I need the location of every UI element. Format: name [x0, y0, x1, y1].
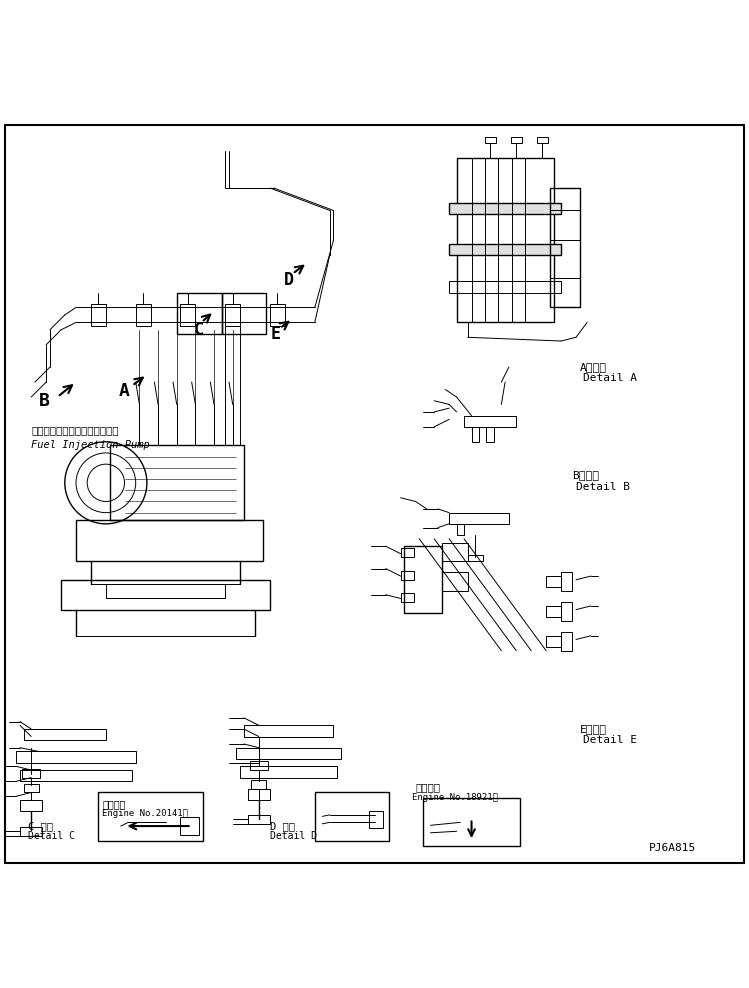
Text: C: C	[194, 321, 204, 339]
Bar	[546, 636, 561, 647]
Bar	[181, 303, 195, 326]
Bar	[109, 446, 244, 520]
Bar	[485, 137, 496, 143]
Bar	[98, 792, 203, 841]
Bar	[561, 632, 572, 651]
Bar	[225, 303, 240, 326]
Bar	[250, 761, 268, 770]
Text: フェルインジェクションポンプ: フェルインジェクションポンプ	[31, 426, 119, 436]
Bar	[449, 203, 561, 214]
Text: D 詳細: D 詳細	[270, 821, 295, 831]
Bar	[248, 788, 270, 800]
Bar	[511, 137, 522, 143]
Text: Detail D: Detail D	[270, 831, 317, 841]
Bar	[369, 811, 383, 828]
Bar	[401, 593, 414, 603]
Bar	[240, 767, 337, 778]
Bar	[449, 282, 561, 292]
Text: A　詳細: A 詳細	[580, 363, 607, 372]
Bar	[252, 780, 267, 788]
Bar	[91, 303, 106, 326]
Text: Detail A: Detail A	[583, 373, 637, 383]
Bar	[457, 158, 554, 322]
Bar	[244, 725, 333, 736]
Bar	[561, 572, 572, 591]
Bar	[401, 571, 414, 580]
Bar	[472, 427, 479, 442]
Bar	[61, 580, 270, 610]
Bar	[20, 800, 43, 811]
Text: B: B	[39, 391, 50, 410]
Text: Engine No.18921～: Engine No.18921～	[412, 793, 498, 802]
Text: Engine No.20141～: Engine No.20141～	[102, 809, 188, 818]
Bar	[546, 576, 561, 587]
Bar	[222, 292, 267, 334]
Text: D: D	[284, 271, 294, 288]
Bar	[423, 797, 520, 846]
Bar	[237, 748, 341, 759]
Bar	[20, 770, 132, 782]
Text: C 詳細: C 詳細	[28, 821, 52, 831]
Bar	[442, 572, 468, 591]
Text: 適用号機: 適用号機	[416, 782, 440, 792]
Bar	[442, 542, 468, 561]
Bar	[561, 603, 572, 620]
Text: Detail E: Detail E	[583, 735, 637, 745]
Bar	[449, 244, 561, 255]
Text: A: A	[119, 382, 130, 400]
Bar	[181, 817, 199, 835]
Bar	[546, 606, 561, 618]
Bar	[24, 783, 39, 792]
Bar	[136, 303, 151, 326]
Bar	[401, 548, 414, 557]
Bar	[177, 292, 222, 334]
Bar	[457, 524, 464, 535]
Text: E: E	[271, 325, 281, 343]
Bar	[16, 752, 136, 763]
Text: E　詳細: E 詳細	[580, 724, 607, 734]
Bar	[22, 769, 40, 778]
Bar	[20, 827, 43, 836]
Text: Fuel Injection Pump: Fuel Injection Pump	[31, 441, 150, 451]
Text: 適用号機: 適用号機	[102, 798, 126, 809]
Bar	[486, 427, 494, 442]
Bar	[270, 303, 285, 326]
Bar	[468, 555, 482, 561]
Bar	[464, 416, 516, 427]
Bar	[315, 792, 389, 841]
Bar	[404, 546, 442, 614]
Text: Detail C: Detail C	[28, 831, 74, 841]
Bar	[248, 815, 270, 824]
Text: Detail B: Detail B	[576, 481, 630, 492]
Bar	[24, 729, 106, 740]
Text: B　詳細: B 詳細	[572, 470, 599, 480]
Text: PJ6A815: PJ6A815	[649, 844, 697, 854]
Bar	[76, 520, 263, 561]
Bar	[537, 137, 548, 143]
Bar	[449, 513, 509, 524]
Bar	[550, 188, 580, 307]
